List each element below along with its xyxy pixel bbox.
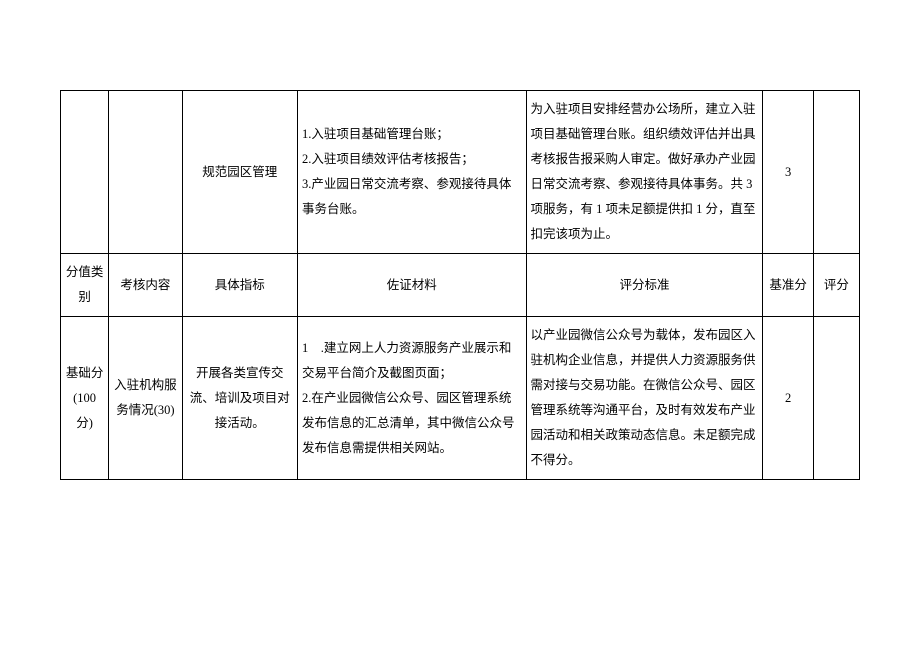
header-cat: 分值类别 (61, 254, 109, 317)
table-row: 基础分(100 分) 入驻机构服务情况(30) 开展各类宣传交流、培训及项目对接… (61, 317, 860, 480)
cell-indicator: 开展各类宣传交流、培训及项目对接活动。 (182, 317, 297, 480)
cell-base: 3 (763, 91, 813, 254)
cell-evidence: 1.入驻项目基础管理台账； 2.入驻项目绩效评估考核报告； 3.产业园日常交流考… (297, 91, 526, 254)
cell-item (109, 91, 182, 254)
header-evidence: 佐证材料 (297, 254, 526, 317)
assessment-table: 规范园区管理 1.入驻项目基础管理台账； 2.入驻项目绩效评估考核报告； 3.产… (60, 90, 860, 480)
cell-criteria: 以产业园微信公众号为载体，发布园区入驻机构企业信息，并提供人力资源服务供需对接与… (526, 317, 763, 480)
cell-cat (61, 91, 109, 254)
table-row: 规范园区管理 1.入驻项目基础管理台账； 2.入驻项目绩效评估考核报告； 3.产… (61, 91, 860, 254)
cell-cat: 基础分(100 分) (61, 317, 109, 480)
header-criteria: 评分标准 (526, 254, 763, 317)
header-base: 基准分 (763, 254, 813, 317)
cell-indicator: 规范园区管理 (182, 91, 297, 254)
header-score: 评分 (813, 254, 859, 317)
cell-criteria: 为入驻项目安排经营办公场所，建立入驻项目基础管理台账。组织绩效评估并出具考核报告… (526, 91, 763, 254)
cell-score (813, 317, 859, 480)
cell-score (813, 91, 859, 254)
cell-base: 2 (763, 317, 813, 480)
cell-evidence: 1 .建立网上人力资源服务产业展示和交易平台简介及截图页面； 2.在产业园微信公… (297, 317, 526, 480)
header-indicator: 具体指标 (182, 254, 297, 317)
header-item: 考核内容 (109, 254, 182, 317)
cell-item: 入驻机构服务情况(30) (109, 317, 182, 480)
table-header-row: 分值类别 考核内容 具体指标 佐证材料 评分标准 基准分 评分 (61, 254, 860, 317)
